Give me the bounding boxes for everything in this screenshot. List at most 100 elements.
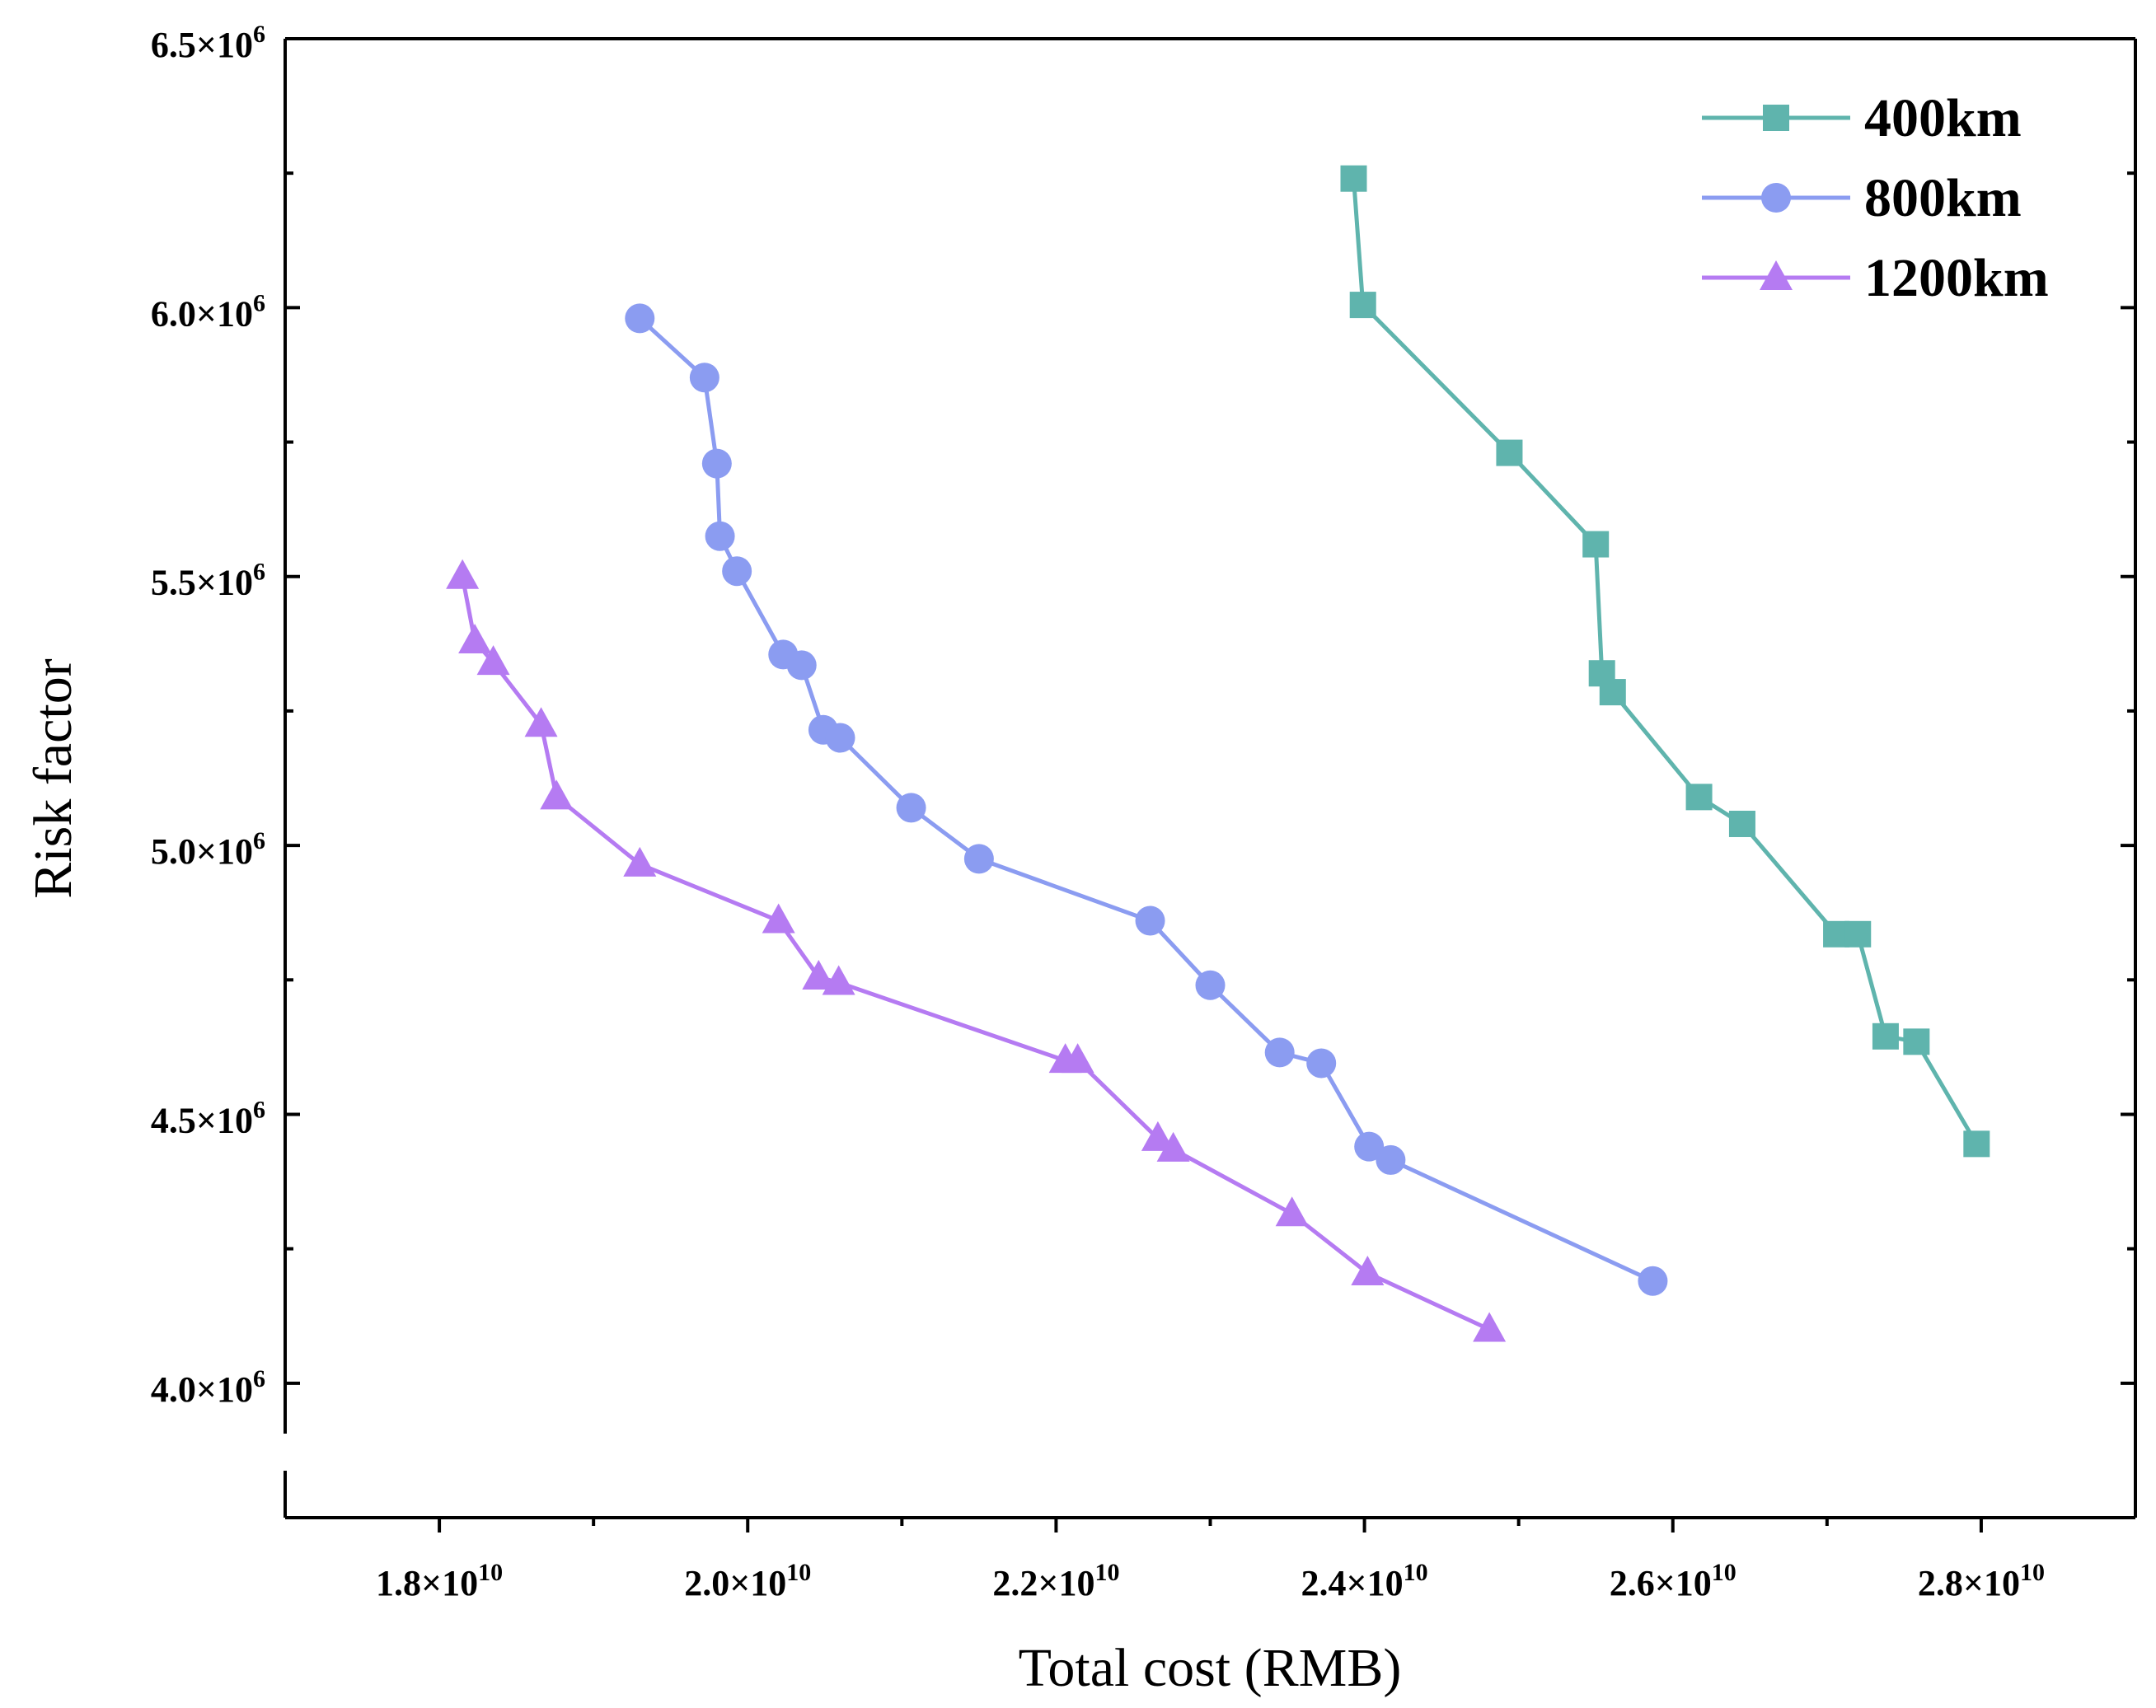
- y-tick-label-base: 10: [217, 293, 253, 334]
- data-point-1200km: [458, 624, 492, 654]
- x-tick-label: 1.8×1010: [376, 1559, 503, 1603]
- x-tick-label-base: 10: [1367, 1563, 1404, 1603]
- data-point-1200km: [1141, 1121, 1174, 1151]
- x-axis-ticks: [438, 1518, 1983, 1533]
- x-tick-label: 2.0×1010: [684, 1559, 811, 1603]
- legend-item-400km: 400km: [1702, 88, 2022, 148]
- y-tick-label-exponent: 6: [253, 289, 265, 316]
- legend-label: 800km: [1864, 168, 2022, 228]
- x-tick-label-times: ×: [421, 1563, 442, 1603]
- series-line-400km: [1352, 178, 1979, 1145]
- data-point-800km: [1638, 1266, 1668, 1296]
- y-axis-ticks: [285, 37, 2135, 1385]
- y-tick-label-exponent: 6: [253, 559, 265, 586]
- data-point-800km: [963, 844, 994, 874]
- data-point-800km: [722, 556, 752, 587]
- data-point-400km: [1496, 439, 1523, 466]
- x-tick-label-mantissa: 2.8: [1918, 1563, 1963, 1603]
- x-tick-label: 2.4×1010: [1301, 1559, 1428, 1603]
- data-point-1200km: [476, 645, 510, 676]
- x-tick-label-times: ×: [1963, 1563, 1984, 1603]
- x-tick-label-mantissa: 2.4: [1301, 1563, 1347, 1603]
- x-tick-label-exponent: 10: [1094, 1559, 1119, 1586]
- data-point-1200km: [1275, 1196, 1309, 1227]
- x-tick-label-mantissa: 2.6: [1610, 1563, 1655, 1603]
- data-point-400km: [1844, 920, 1872, 948]
- y-tick-label-mantissa: 5.0: [151, 831, 196, 872]
- legend: 400km 800km 1200km: [1702, 88, 2049, 308]
- data-point-800km: [896, 793, 926, 823]
- data-point-1200km: [1351, 1256, 1385, 1286]
- y-tick-label-base: 10: [217, 25, 253, 65]
- y-tick-label-times: ×: [196, 25, 217, 65]
- series-400km: [1340, 165, 1990, 1158]
- data-point-1200km: [1061, 1043, 1094, 1074]
- data-point-800km: [1376, 1144, 1406, 1175]
- y-tick-label: 5.0×106: [151, 827, 265, 872]
- y-tick-label-times: ×: [196, 1369, 217, 1410]
- series-layer: [446, 165, 1990, 1342]
- data-point-1200km: [446, 559, 480, 589]
- y-axis-title: Risk factor: [23, 658, 83, 898]
- x-tick-label-exponent: 10: [478, 1559, 503, 1586]
- x-tick-label-mantissa: 1.8: [376, 1563, 421, 1603]
- legend-item-1200km: 1200km: [1702, 248, 2049, 308]
- y-tick-label-exponent: 6: [253, 1096, 265, 1123]
- data-point-800km: [786, 650, 817, 681]
- x-tick-label-exponent: 10: [2020, 1559, 2045, 1586]
- series-line-1200km: [460, 576, 1491, 1331]
- x-axis-title: Total cost (RMB): [1019, 1638, 1402, 1698]
- x-tick-label-mantissa: 2.2: [992, 1563, 1038, 1603]
- legend-item-800km: 800km: [1702, 168, 2022, 228]
- y-tick-label-base: 10: [217, 831, 253, 872]
- data-point-1200km: [802, 960, 836, 990]
- series-1200km: [446, 559, 1507, 1342]
- x-tick-label-times: ×: [729, 1563, 750, 1603]
- y-tick-label-exponent: 6: [253, 827, 265, 854]
- x-tick-label-base: 10: [442, 1563, 478, 1603]
- data-point-800km: [1264, 1037, 1295, 1068]
- y-tick-label-mantissa: 5.5: [151, 563, 196, 603]
- legend-label: 400km: [1864, 88, 2022, 148]
- data-point-1200km: [1473, 1312, 1507, 1342]
- data-point-1200km: [762, 903, 795, 934]
- y-tick-label-exponent: 6: [253, 1365, 265, 1392]
- data-point-800km: [1195, 970, 1226, 1000]
- data-point-400km: [1728, 810, 1755, 837]
- y-tick-label: 6.0×106: [151, 289, 265, 334]
- x-tick-label-times: ×: [1038, 1563, 1058, 1603]
- y-tick-label-base: 10: [217, 563, 253, 603]
- data-point-800km: [1135, 905, 1165, 936]
- x-tick-label-times: ×: [1347, 1563, 1367, 1603]
- y-tick-label: 5.5×106: [151, 559, 265, 603]
- x-tick-label-base: 10: [1984, 1563, 2020, 1603]
- x-tick-label-exponent: 10: [1404, 1559, 1428, 1586]
- y-tick-label-base: 10: [217, 1369, 253, 1410]
- data-point-800km: [625, 303, 655, 334]
- x-tick-label-times: ×: [1655, 1563, 1676, 1603]
- x-tick-label-base: 10: [750, 1563, 786, 1603]
- y-tick-label-times: ×: [196, 293, 217, 334]
- data-point-800km: [1354, 1131, 1385, 1162]
- data-point-400km: [1340, 165, 1367, 192]
- data-point-400km: [1903, 1028, 1930, 1055]
- data-point-1200km: [540, 779, 574, 810]
- data-point-1200km: [1156, 1131, 1190, 1162]
- y-tick-label-mantissa: 6.5: [151, 25, 196, 65]
- data-point-1200km: [623, 846, 657, 877]
- legend-marker-400km: [1763, 105, 1789, 131]
- data-point-400km: [1349, 292, 1376, 319]
- x-tick-label: 2.8×1010: [1918, 1559, 2045, 1603]
- data-point-800km: [705, 521, 735, 551]
- x-tick-label-exponent: 10: [1712, 1559, 1737, 1586]
- legend-marker-800km: [1761, 183, 1791, 213]
- y-tick-label-exponent: 6: [253, 21, 265, 48]
- y-tick-label-base: 10: [217, 1100, 253, 1140]
- legend-label: 1200km: [1864, 248, 2049, 308]
- y-tick-label-mantissa: 6.0: [151, 293, 196, 334]
- x-tick-label-mantissa: 2.0: [684, 1563, 729, 1603]
- x-tick-label: 2.6×1010: [1610, 1559, 1737, 1603]
- y-tick-label-mantissa: 4.5: [151, 1100, 196, 1140]
- data-point-800km: [825, 723, 855, 753]
- y-tick-label-times: ×: [196, 831, 217, 872]
